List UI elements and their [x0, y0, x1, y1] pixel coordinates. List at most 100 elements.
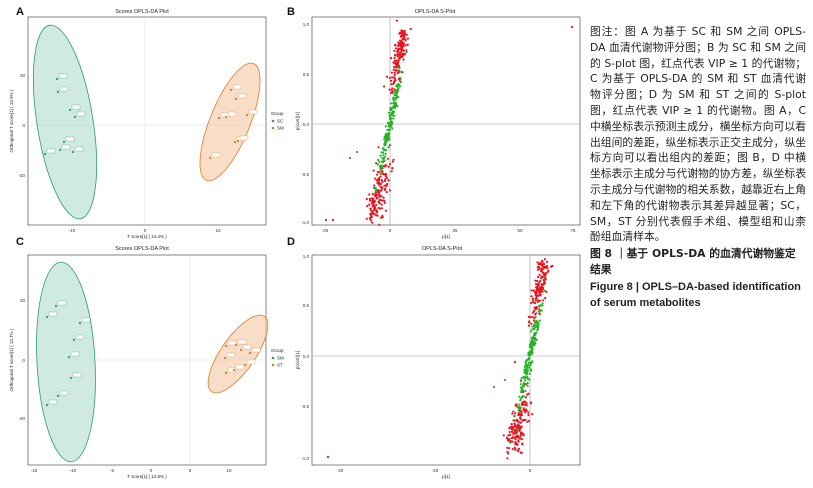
metabolite-point — [391, 127, 394, 130]
panel-c-xtick-label: -10 — [70, 468, 77, 473]
metabolite-point-vip — [378, 207, 381, 210]
metabolite-point-vip — [394, 44, 397, 47]
metabolite-point-vip — [509, 425, 513, 429]
metabolite-point-vip — [507, 434, 510, 437]
sample-label-box — [237, 339, 247, 345]
metabolite-point-vip — [380, 178, 383, 182]
metabolite-point-vip — [409, 27, 412, 31]
metabolite-point-vip — [324, 218, 328, 222]
metabolite-point-vip — [502, 434, 505, 437]
metabolite-point — [534, 323, 537, 327]
sample-label-box — [76, 111, 86, 117]
metabolite-point-vip — [374, 177, 377, 180]
metabolite-point — [518, 395, 521, 398]
metabolite-point-vip — [377, 189, 380, 192]
metabolite-point-vip — [400, 29, 403, 32]
panel-a-xtick-label: -10 — [69, 228, 76, 233]
metabolite-point-vip — [391, 76, 394, 79]
metabolite-point — [538, 310, 541, 313]
metabolite-point — [385, 135, 388, 138]
metabolite-point-vip — [399, 39, 402, 42]
metabolite-point-vip — [391, 90, 394, 93]
metabolite-point — [525, 359, 528, 362]
metabolite-point-vip — [519, 451, 522, 454]
metabolite-point-vip — [402, 30, 405, 33]
panel-c-legend-2: ST — [277, 363, 283, 368]
metabolite-point-vip — [402, 44, 405, 47]
panel-d-splot: OPLS-DA S-Plot -40 -20 0 1.0 0.5 0.0 -0.… — [295, 246, 581, 479]
sample-label-box — [72, 372, 82, 378]
metabolite-point-vip — [529, 316, 532, 319]
sample-point — [224, 344, 228, 348]
sample-label-box — [71, 104, 81, 110]
sample-point — [224, 115, 228, 119]
metabolite-point-vip — [383, 199, 386, 202]
panel-a-xticks: -10 0 10 — [69, 228, 221, 233]
metabolite-point — [395, 84, 399, 87]
metabolite-point-vip — [377, 146, 380, 149]
metabolite-point-vip — [511, 412, 514, 415]
metabolite-point-vip — [386, 75, 389, 78]
metabolite-point — [401, 71, 404, 74]
metabolite-point-vip — [402, 54, 405, 57]
metabolite-point-vip — [533, 302, 537, 305]
metabolite-point — [525, 376, 529, 379]
panel-c-ytick-label: -20 — [18, 416, 25, 421]
panel-c-yticks: 20 0 -20 — [18, 298, 25, 421]
metabolite-point-vip — [513, 429, 516, 432]
metabolite-point — [379, 173, 383, 176]
metabolite-point-vip — [388, 88, 391, 91]
metabolite-point-vip — [375, 204, 378, 207]
metabolite-point — [524, 361, 527, 364]
metabolite-point — [529, 343, 532, 346]
metabolite-point-vip — [372, 209, 375, 212]
metabolite-point-vip — [378, 196, 381, 199]
panel-a-ytick-label: 20 — [20, 73, 26, 78]
metabolite-point-vip — [331, 218, 335, 222]
metabolite-point-vip — [519, 431, 522, 434]
metabolite-point — [399, 81, 402, 84]
metabolite-point-vip — [537, 266, 541, 269]
metabolite-point-vip — [542, 299, 545, 302]
panel-c-xtick-label: 5 — [189, 468, 192, 473]
sample-point — [54, 304, 58, 308]
panel-c-ylabel: Orthogonal T score[1] ( 12.7% ) — [9, 328, 14, 391]
metabolite-point-vip — [539, 290, 542, 293]
metabolite-point-vip — [397, 44, 400, 48]
metabolite-point — [529, 363, 532, 366]
metabolite-point-vip — [371, 199, 374, 202]
metabolite-point-vip — [543, 258, 546, 261]
metabolite-point — [394, 90, 397, 93]
metabolite-point-vip — [369, 199, 372, 202]
sample-label-box — [75, 334, 85, 340]
metabolite-point — [394, 88, 397, 91]
panel-c-xtick-label: -15 — [31, 468, 38, 473]
metabolite-point-vip — [520, 410, 523, 413]
panel-b-frame — [311, 16, 581, 226]
metabolite-point-vip — [507, 439, 510, 442]
panel-b-xticks: -25 0 25 50 75 — [322, 228, 576, 233]
sample-point — [55, 77, 59, 81]
metabolite-point — [525, 365, 528, 368]
metabolite-point-vip — [365, 197, 368, 201]
metabolite-point — [523, 379, 527, 382]
metabolite-point — [382, 151, 385, 154]
panel-b-splot: OPLS-DA S-Plot -25 0 25 50 75 1.0 0.5 0.… — [295, 9, 581, 239]
metabolite-point-vip — [403, 32, 407, 35]
metabolite-point-vip — [406, 37, 409, 40]
metabolite-point — [394, 92, 397, 95]
metabolite-point-vip — [402, 58, 405, 61]
metabolite-point-vip — [366, 205, 369, 208]
metabolite-point-vip — [538, 273, 541, 276]
metabolite-point — [387, 111, 391, 114]
sample-point — [45, 315, 49, 319]
metabolite-point-vip — [403, 35, 406, 39]
panel-a-scores-plot: Scores OPLS-DA Plot Group SC SM -10 0 10… — [9, 9, 284, 239]
metabolite-point-vip — [402, 49, 405, 52]
metabolite-point-vip — [541, 263, 545, 266]
sample-label-box — [242, 344, 252, 350]
metabolite-point — [528, 358, 531, 361]
panel-d-yticks: 1.0 0.5 0.0 -0.5 -1.0 — [301, 254, 309, 461]
sample-point — [62, 140, 66, 144]
sample-point — [71, 150, 75, 154]
